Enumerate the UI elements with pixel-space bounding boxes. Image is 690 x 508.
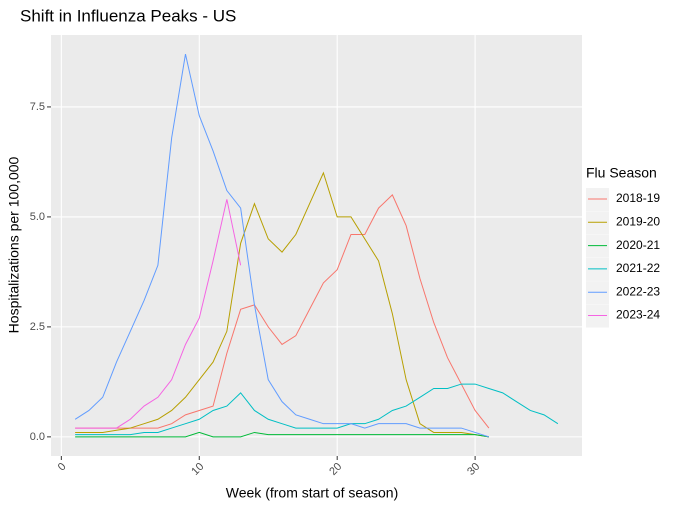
x-tick-label: 30 xyxy=(465,461,482,478)
legend-label: 2019-20 xyxy=(616,214,660,228)
y-tick-label: 0.0 xyxy=(30,431,45,443)
y-axis-label: Hospitalizations per 100,000 xyxy=(6,156,22,333)
legend-label: 2023-24 xyxy=(616,308,660,322)
x-tick-label: 0 xyxy=(56,461,69,474)
x-axis-label: Week (from start of season) xyxy=(226,485,398,501)
series-line xyxy=(74,54,490,438)
legend-label: 2020-21 xyxy=(616,238,660,252)
y-tick-label: 2.5 xyxy=(30,321,45,333)
y-tick-label: 5.0 xyxy=(30,211,45,223)
legend-title: Flu Season xyxy=(586,165,657,181)
legend-label: 2022-23 xyxy=(616,284,660,298)
series-line xyxy=(75,431,489,438)
plot-panel xyxy=(51,35,582,456)
series-line xyxy=(75,194,490,429)
legend-label: 2018-19 xyxy=(616,191,660,205)
series-line xyxy=(75,171,489,438)
series-line xyxy=(75,383,559,436)
x-tick-label: 20 xyxy=(327,461,344,478)
series-line xyxy=(75,199,242,429)
y-tick-label: 7.5 xyxy=(30,101,45,113)
x-tick-label: 10 xyxy=(189,461,206,478)
legend-label: 2021-22 xyxy=(616,261,660,275)
chart-title: Shift in Influenza Peaks - US xyxy=(20,6,236,25)
